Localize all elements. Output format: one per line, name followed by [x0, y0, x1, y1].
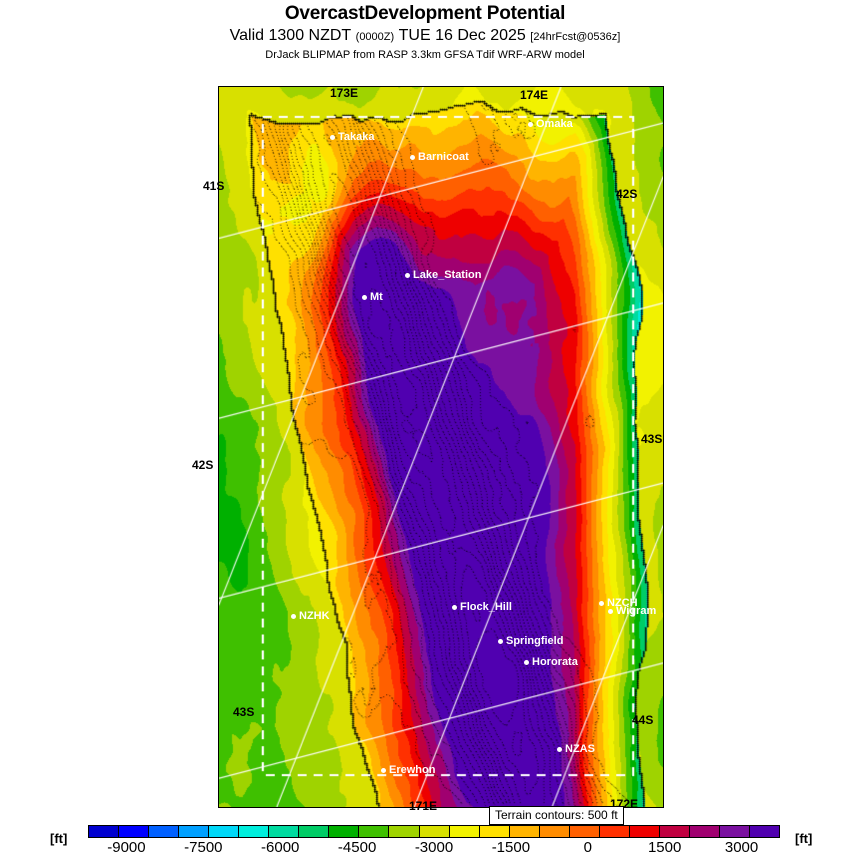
place-marker-icon — [528, 122, 533, 127]
colorbar-swatches — [88, 825, 780, 838]
place-label-omaka: Omaka — [528, 119, 573, 130]
place-name: NZHK — [299, 610, 330, 622]
page-title: OvercastDevelopment Potential — [284, 3, 566, 24]
geo-label-43s: 43S — [641, 432, 663, 446]
colorbar-swatch-10 — [389, 826, 420, 837]
place-label-hororata: Hororata — [524, 657, 578, 668]
place-marker-icon — [599, 601, 604, 606]
colorbar-swatch-1 — [119, 826, 150, 837]
colorbar-swatch-21 — [719, 826, 751, 837]
geo-label-174e: 174E — [520, 88, 549, 102]
geo-label-42s: 42S — [192, 458, 214, 472]
place-label-nzch: NZCH — [599, 598, 638, 609]
place-marker-icon — [291, 614, 296, 619]
colorbar-tick-4: -3000 — [414, 839, 454, 856]
geo-label-173e: 173E — [330, 86, 359, 100]
place-name: Barnicoat — [418, 151, 469, 163]
place-label-erewhon: Erewhon — [381, 765, 435, 776]
place-marker-icon — [362, 295, 367, 300]
colorbar-swatch-7 — [299, 826, 330, 837]
colorbar-swatch-5 — [239, 826, 270, 837]
place-marker-icon — [524, 660, 529, 665]
place-label-nzhk: NZHK — [291, 611, 330, 622]
place-name: Mt — [370, 291, 383, 303]
colorbar-tick-8: 3000 — [724, 839, 759, 856]
place-name: NZAS — [565, 743, 595, 755]
place-name: Omaka — [536, 118, 573, 130]
place-marker-icon — [608, 609, 613, 614]
place-label-takaka: Takaka — [330, 132, 375, 143]
place-label-wigram: Wigram — [608, 606, 656, 617]
colorbar-swatch-16 — [569, 826, 600, 837]
colorbar-swatch-2 — [149, 826, 180, 837]
place-marker-icon — [557, 747, 562, 752]
colorbar-tick-3: -4500 — [337, 839, 377, 856]
colorbar-tick-labels: -9000 -7500 -6000 -4500 -3000 -1500 0 1500 3000 — [88, 839, 780, 859]
forecast-tag: [24hrFcst@0536z] — [530, 31, 621, 43]
colorbar-swatch-20 — [689, 826, 720, 837]
colorbar-legend: [ft] [ft] -9000 -7500 -6000 -4500 -3000 -1500… — [0, 820, 850, 860]
colorbar-unit-left: [ft] — [50, 831, 68, 846]
colorbar-swatch-4 — [209, 826, 240, 837]
colorbar-swatch-0 — [89, 826, 120, 837]
geo-label-44s: 44S — [632, 713, 654, 727]
geo-label-43s: 43S — [233, 705, 255, 719]
colorbar-swatch-13 — [479, 826, 510, 837]
colorbar-swatch-18 — [629, 826, 660, 837]
place-marker-icon — [381, 768, 386, 773]
colorbar-swatch-22 — [750, 826, 780, 837]
valid-date: TUE 16 Dec 2025 — [398, 27, 526, 44]
model-source-line: DrJack BLIPMAP from RASP 3.3km GFSA Tdif… — [265, 49, 585, 61]
colorbar-swatch-19 — [659, 826, 690, 837]
header: OvercastDevelopment Potential Valid 1300… — [0, 0, 850, 62]
colorbar-swatch-12 — [449, 826, 480, 837]
place-label-mt: Mt — [362, 292, 383, 303]
colorbar-swatch-15 — [539, 826, 570, 837]
valid-utc: (0000Z) — [355, 31, 395, 43]
place-name: Erewhon — [389, 764, 436, 776]
geo-label-41s: 41S — [203, 179, 225, 193]
place-name: Springfield — [506, 635, 564, 647]
geo-label-171e: 171E — [409, 799, 438, 813]
geo-label-42s: 42S — [616, 187, 638, 201]
place-name: NZCH — [607, 597, 638, 609]
place-marker-icon — [498, 639, 503, 644]
place-marker-icon — [405, 273, 410, 278]
forecast-map[interactable] — [218, 86, 664, 808]
place-marker-icon — [452, 605, 457, 610]
place-name: Flock_Hill — [460, 601, 512, 613]
colorbar-swatch-11 — [419, 826, 450, 837]
colorbar-tick-1: -7500 — [184, 839, 223, 856]
colorbar-tick-2: -6000 — [261, 839, 300, 856]
place-name: Wigram — [616, 605, 657, 617]
colorbar-swatch-17 — [599, 826, 630, 837]
place-marker-icon — [410, 155, 415, 160]
place-label-lake_station: Lake_Station — [405, 270, 481, 281]
colorbar-tick-6: 0 — [583, 839, 592, 856]
colorbar-tick-0: -9000 — [107, 839, 146, 856]
place-label-barnicoat: Barnicoat — [410, 152, 469, 163]
colorbar-tick-7: 1500 — [647, 839, 682, 856]
valid-time-line: Valid 1300 NZDT (0000Z) TUE 16 Dec 2025 … — [0, 26, 850, 47]
map-raster — [219, 87, 663, 807]
colorbar-swatch-3 — [179, 826, 210, 837]
colorbar-swatch-9 — [359, 826, 390, 837]
valid-label: Valid 1300 NZDT — [229, 27, 352, 44]
place-marker-icon — [330, 135, 335, 140]
colorbar-swatch-8 — [329, 826, 360, 837]
place-label-flock_hill: Flock_Hill — [452, 602, 512, 613]
place-name: Takaka — [338, 131, 375, 143]
colorbar-swatch-6 — [269, 826, 300, 837]
place-name: Hororata — [532, 656, 578, 668]
place-label-nzas: NZAS — [557, 744, 595, 755]
place-name: Lake_Station — [413, 269, 482, 281]
colorbar-tick-5: -1500 — [491, 839, 531, 856]
colorbar-unit-right: [ft] — [795, 831, 813, 846]
place-label-springfield: Springfield — [498, 636, 563, 647]
colorbar-swatch-14 — [509, 826, 540, 837]
terrain-contour-note: Terrain contours: 500 ft — [489, 806, 624, 825]
